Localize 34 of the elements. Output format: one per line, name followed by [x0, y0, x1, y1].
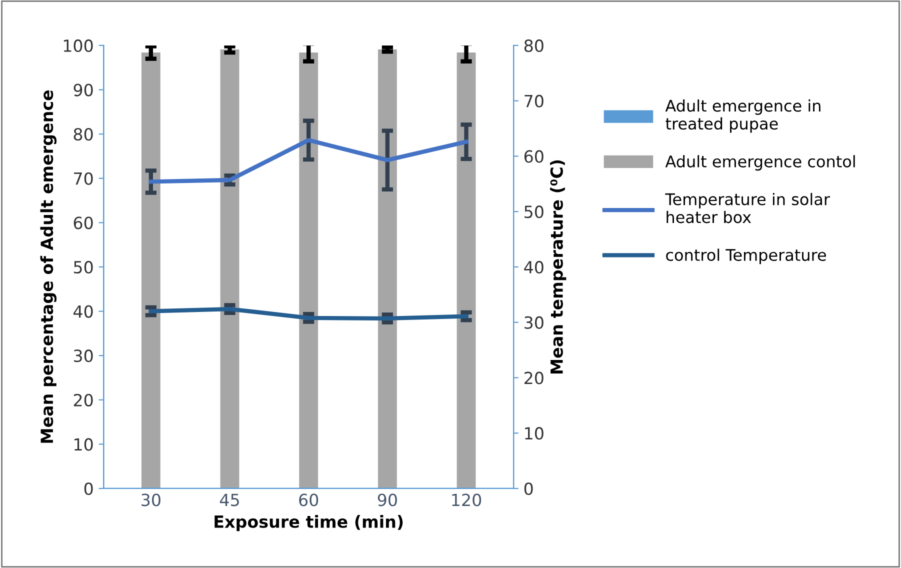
y-tick-label: 60 [74, 216, 93, 230]
line-series [148, 306, 468, 321]
y-axis-title: Mean percentage of Adult emergence [40, 90, 57, 443]
y2-axis-title: Mean temperature (⁰C) [550, 160, 566, 374]
x-tick-label: 90 [378, 494, 397, 506]
y-tick-label: 50 [74, 260, 93, 274]
x-tick-label: 120 [452, 494, 482, 506]
x-tick-label: 30 [142, 494, 160, 506]
y-tick-label: 80 [74, 128, 93, 141]
y2-tick-label: 40 [524, 260, 544, 274]
y2-tick-label: 60 [524, 150, 544, 163]
y2-tick-label: 20 [524, 372, 544, 384]
legend-label: Adult emergence in treated pupae [665, 99, 820, 133]
y2-tick-label: 50 [524, 206, 544, 218]
y-tick-label: 100 [64, 39, 93, 52]
y-tick-label: 70 [74, 172, 93, 185]
y-tick-label: 0 [84, 482, 93, 496]
y2-tick-label: 80 [524, 39, 544, 52]
y2-tick-label: 0 [524, 482, 533, 496]
y-tick-label: 10 [74, 438, 93, 451]
y-tick-label: 90 [74, 84, 93, 96]
y2-tick-label: 70 [524, 94, 544, 108]
x-tick-label: 45 [220, 494, 239, 506]
legend-label: Temperature in solar heater box [665, 192, 830, 224]
legend-label: control Temperature [666, 248, 826, 264]
x-tick-label: 60 [299, 494, 318, 506]
y-tick-label: 40 [74, 305, 93, 318]
y2-tick-label: 10 [525, 427, 544, 440]
y-tick-label: 20 [74, 394, 93, 406]
line-series [148, 138, 468, 184]
y2-tick-label: 30 [524, 316, 544, 329]
x-axis-title: Exposure time (min) [214, 515, 403, 532]
y-tick-label: 30 [74, 350, 93, 362]
legend-label: Adult emergence contol [665, 155, 855, 171]
